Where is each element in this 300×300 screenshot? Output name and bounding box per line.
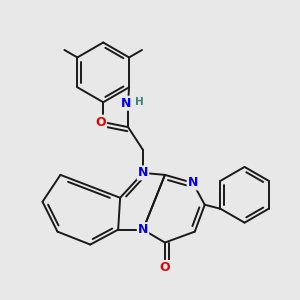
Text: N: N <box>120 97 131 110</box>
Text: H: H <box>134 97 143 106</box>
Text: N: N <box>188 176 198 189</box>
Text: N: N <box>138 223 148 236</box>
Text: O: O <box>160 261 170 274</box>
Text: N: N <box>138 167 148 179</box>
Text: O: O <box>95 116 106 129</box>
